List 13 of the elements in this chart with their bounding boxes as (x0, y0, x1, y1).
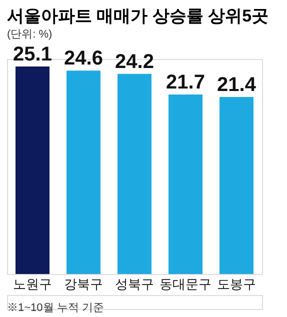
chart-subtitle: (단위: %) (7, 28, 52, 40)
x-tick-label: 동대문구 (160, 276, 212, 292)
data-label: 25.1 (13, 43, 52, 66)
data-label: 24.2 (115, 50, 154, 73)
data-label: 21.7 (166, 72, 205, 94)
text: ※1~10월 누적 기준 (7, 302, 104, 314)
chart-title: 서울아파트 매매가 상승률 상위5곳 (7, 6, 269, 26)
x-tick-label: 성북구 (115, 276, 154, 292)
x-tick-label: 강북구 (64, 276, 103, 292)
x-tick-label: 노원구 (13, 276, 52, 292)
data-label: 24.6 (64, 48, 103, 70)
data-label: 21.4 (217, 74, 257, 96)
x-tick-label: 도봉구 (217, 276, 256, 292)
